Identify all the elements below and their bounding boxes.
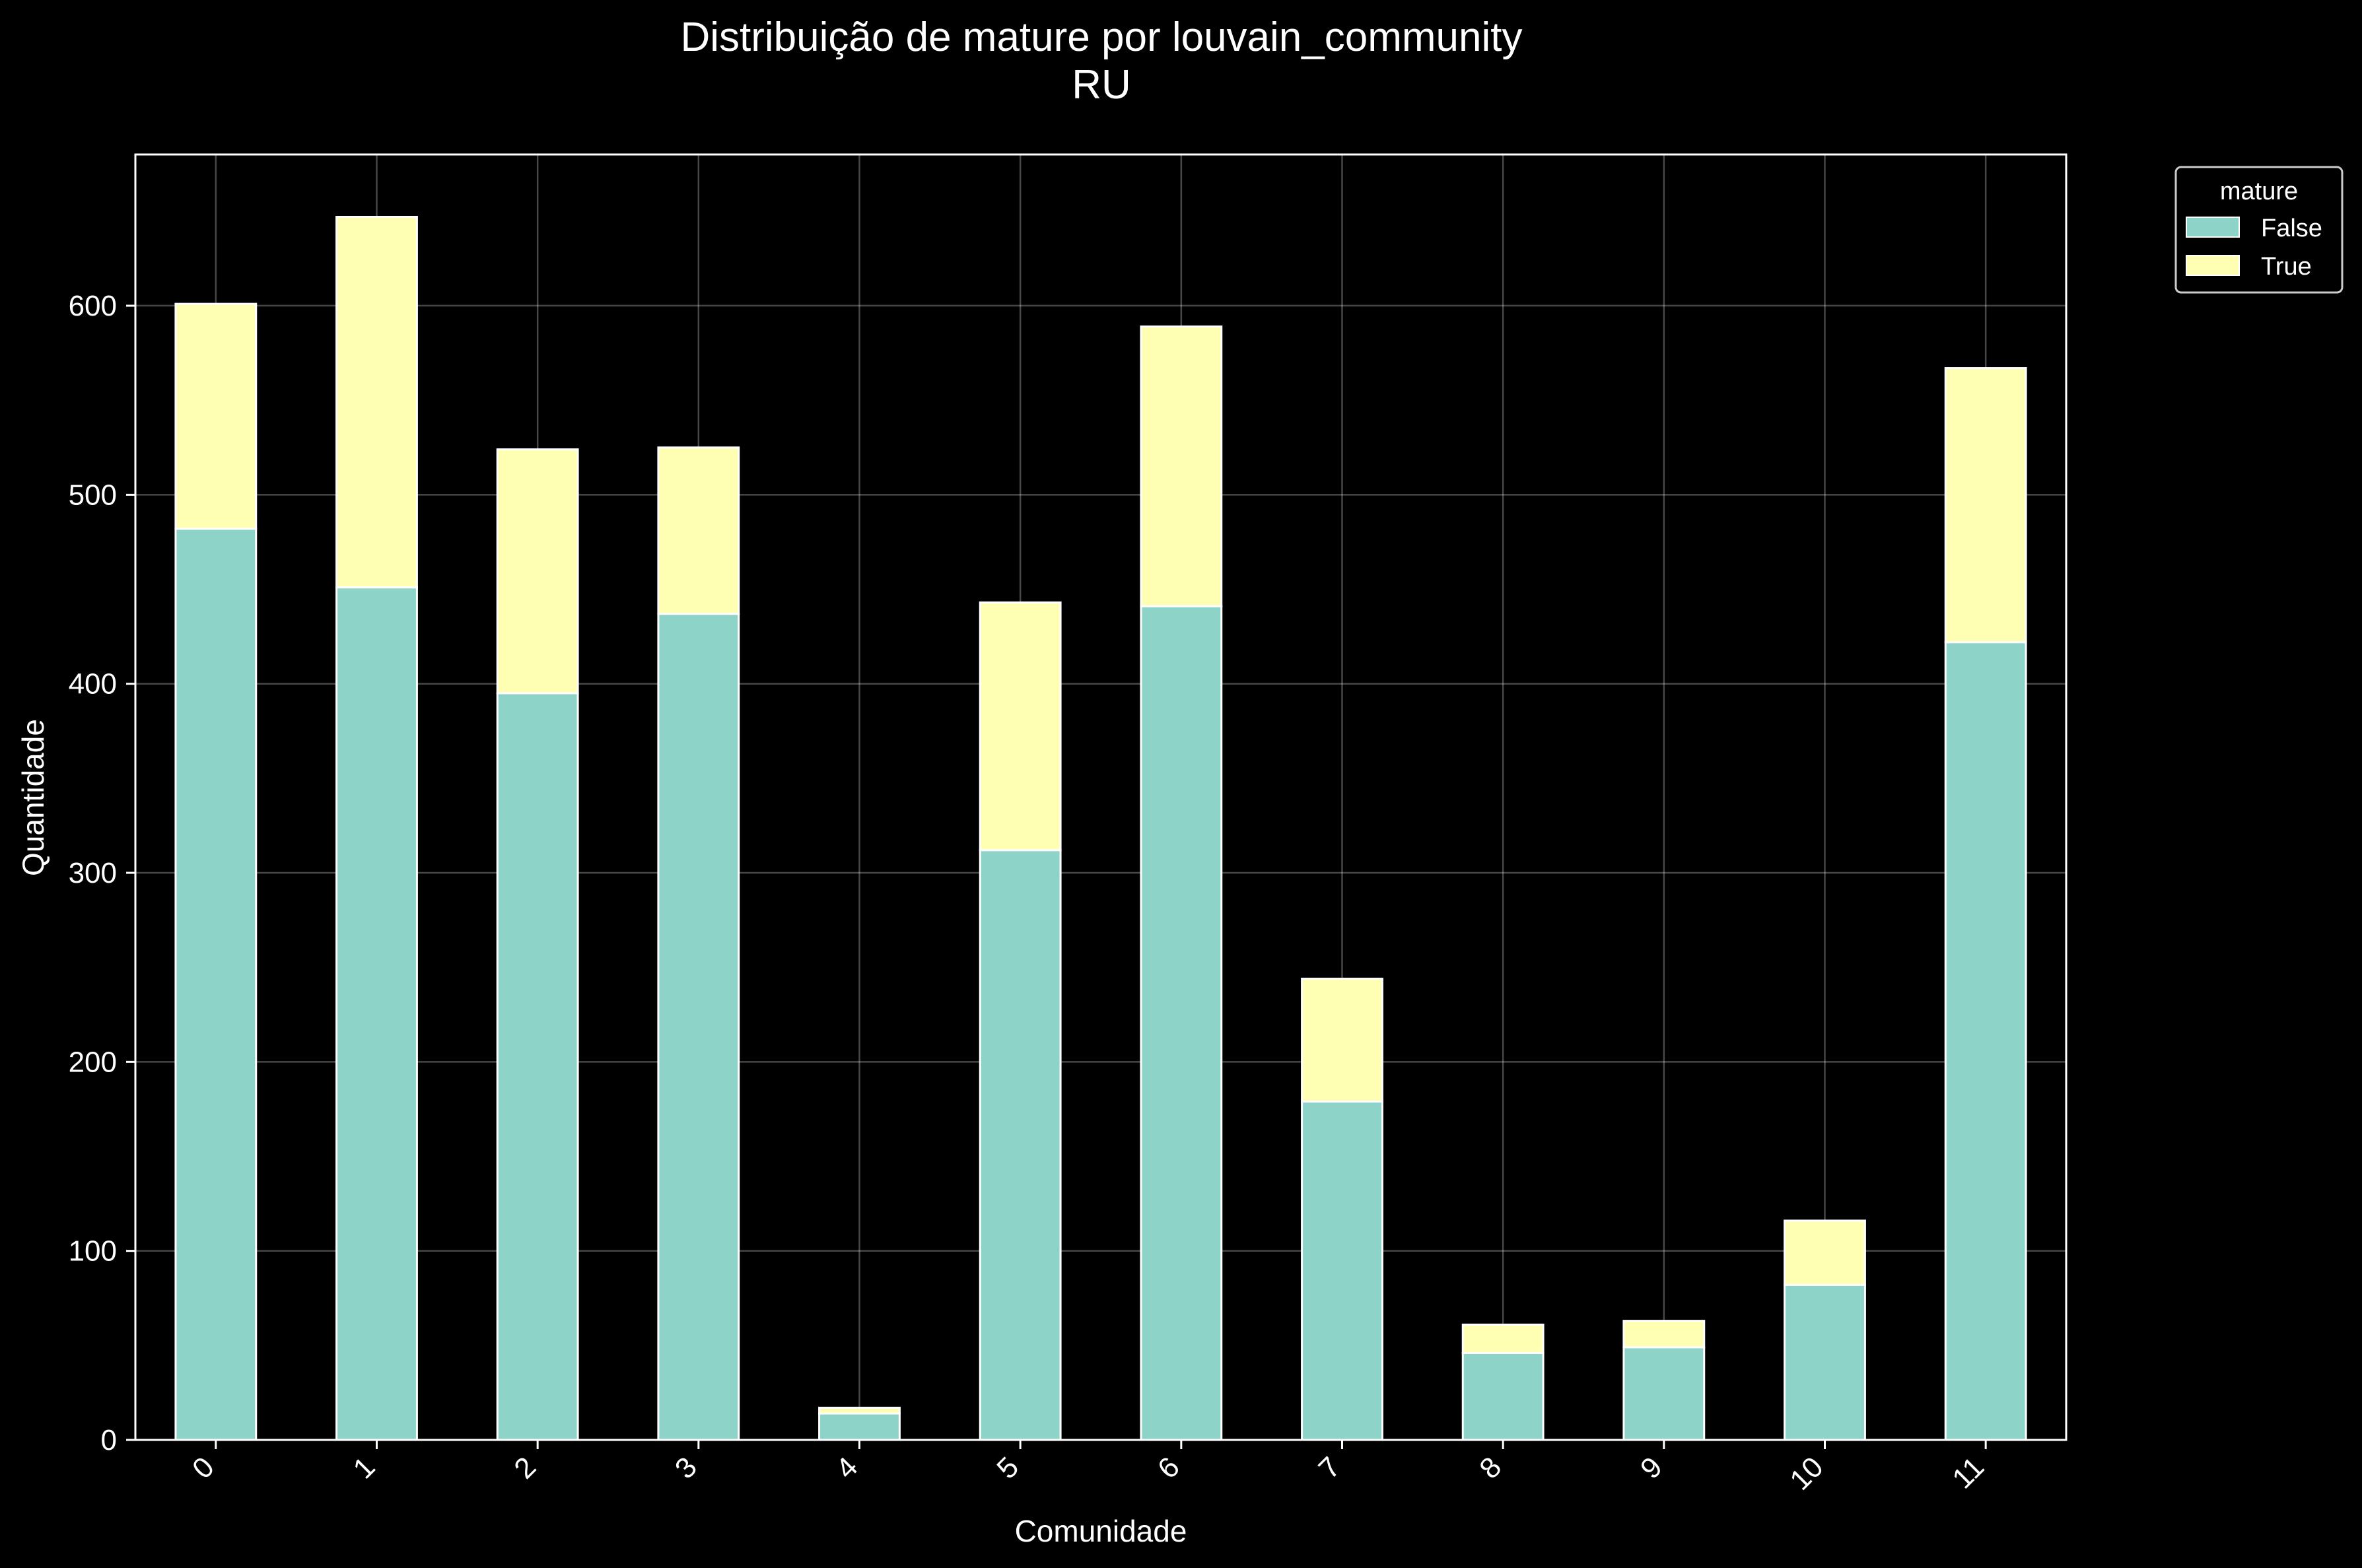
bar-false-2 xyxy=(496,692,579,1441)
x-tick-label: 10 xyxy=(1784,1450,1829,1496)
legend-swatch-false xyxy=(2186,217,2240,238)
bar-true-10 xyxy=(1784,1219,1866,1286)
legend-label-true: True xyxy=(2261,253,2312,281)
y-axis-label: Quantidade xyxy=(16,719,50,876)
bar-true-4 xyxy=(818,1406,901,1415)
y-axis-ticks: 0 100 200 300 400 500 600 xyxy=(69,290,135,1456)
grid xyxy=(135,154,2066,1441)
y-tick-label: 100 xyxy=(69,1235,117,1268)
bar-false-3 xyxy=(657,613,740,1441)
x-tick-label: 5 xyxy=(990,1450,1025,1485)
bar-true-2 xyxy=(496,448,579,695)
y-tick-label: 200 xyxy=(69,1046,117,1078)
x-axis-label: Comunidade xyxy=(1015,1514,1187,1548)
legend-title: mature xyxy=(2220,178,2298,205)
y-tick-label: 300 xyxy=(69,857,117,889)
bar-true-1 xyxy=(335,215,418,589)
bar-false-1 xyxy=(335,586,418,1441)
y-tick-label: 400 xyxy=(69,668,117,700)
chart-subtitle: RU xyxy=(1072,62,1131,108)
x-tick-label: 4 xyxy=(830,1450,864,1485)
bar-false-6 xyxy=(1140,605,1223,1441)
x-tick-label: 8 xyxy=(1473,1450,1508,1485)
chart-title: Distribuição de mature por louvain_commu… xyxy=(680,15,1522,60)
x-tick-label: 2 xyxy=(508,1450,542,1485)
y-tick-label: 0 xyxy=(101,1424,117,1456)
legend-items: False True xyxy=(2186,215,2322,281)
bar-true-5 xyxy=(979,601,1062,852)
bar-true-3 xyxy=(657,446,740,615)
bar-true-9 xyxy=(1622,1320,1706,1349)
bars xyxy=(174,215,2027,1441)
bar-false-7 xyxy=(1301,1100,1383,1441)
y-tick-label: 500 xyxy=(69,479,117,511)
bar-true-0 xyxy=(174,302,258,530)
bar-true-11 xyxy=(1944,367,2027,644)
bar-true-8 xyxy=(1461,1323,1545,1354)
legend-swatch-true xyxy=(2186,255,2240,276)
bar-false-11 xyxy=(1944,641,2027,1441)
x-tick-label: 1 xyxy=(347,1450,382,1485)
x-tick-label: 3 xyxy=(669,1450,703,1485)
x-tick-label: 0 xyxy=(186,1450,221,1485)
x-tick-label: 7 xyxy=(1313,1450,1347,1485)
x-axis-ticks: 0 1 2 3 4 5 6 7 8 9 10 11 xyxy=(186,1440,1990,1497)
x-tick-label: 9 xyxy=(1634,1450,1669,1485)
legend: mature False True xyxy=(2174,166,2344,294)
bar-true-7 xyxy=(1301,977,1383,1103)
x-tick-label: 11 xyxy=(1946,1450,1990,1495)
bar-false-5 xyxy=(979,849,1062,1441)
x-tick-label: 6 xyxy=(1152,1450,1186,1485)
bar-false-4 xyxy=(818,1412,901,1441)
bar-false-10 xyxy=(1784,1283,1866,1441)
bar-false-9 xyxy=(1622,1346,1706,1441)
bar-false-0 xyxy=(174,528,258,1441)
plot-frame xyxy=(134,153,2067,1441)
bar-true-6 xyxy=(1140,325,1223,607)
y-tick-label: 600 xyxy=(69,290,117,322)
bar-false-8 xyxy=(1461,1351,1545,1441)
legend-label-false: False xyxy=(2261,215,2322,242)
